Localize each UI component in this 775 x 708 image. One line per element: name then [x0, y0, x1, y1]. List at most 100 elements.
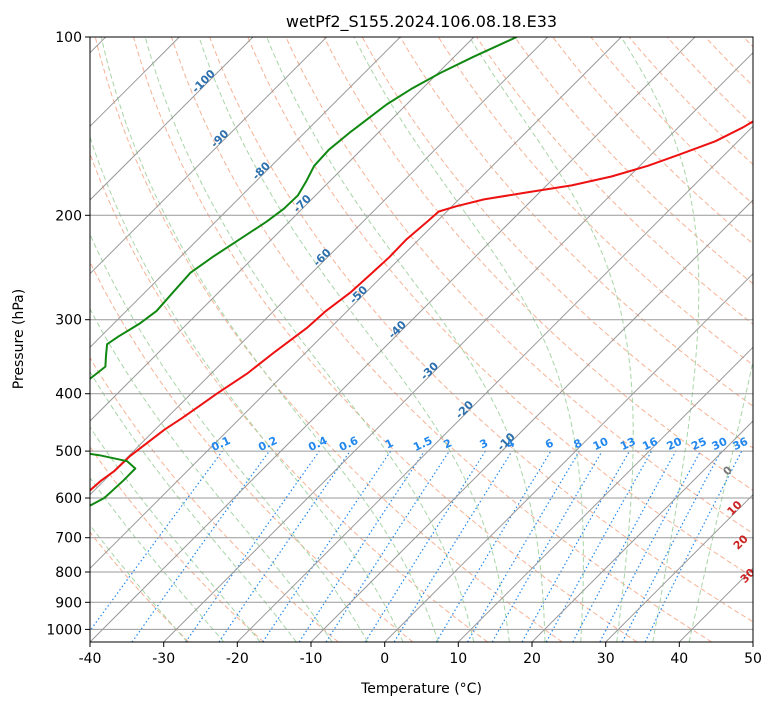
- isotherm-gridline: [163, 51, 753, 642]
- x-tick-label: -40: [79, 651, 102, 667]
- isotherm-label: -80: [250, 159, 273, 182]
- y-tick-label: 200: [55, 208, 82, 224]
- isotherm-gridline: [90, 37, 401, 349]
- mixing-ratio-label: 36: [731, 435, 751, 453]
- mixing-ratio-line: [644, 450, 743, 642]
- dry-adiabat: [285, 37, 753, 535]
- dry-adiabat: [90, 531, 190, 642]
- moist-adiabat: [90, 308, 333, 642]
- dry-adiabat: [361, 37, 753, 449]
- mixing-ratio-label: 10: [591, 435, 611, 453]
- x-tick-label: 10: [449, 651, 467, 667]
- dry-adiabat: [743, 37, 753, 48]
- dry-adiabat: [90, 356, 339, 642]
- dewpoint-profile-line: [90, 37, 518, 507]
- dry-adiabat: [171, 37, 712, 642]
- x-tick-label: 40: [670, 651, 688, 667]
- x-tick-label: 20: [523, 651, 541, 667]
- mixing-ratio-label: 16: [640, 435, 660, 453]
- axis-ticks: -40 -30 -20 -10 0 10 20 30 40 5010020030040050060…: [46, 30, 762, 667]
- isotherm-gridline: [90, 37, 549, 496]
- mixing-ratio-line: [90, 450, 223, 632]
- mixing-ratio-label: 2: [442, 436, 454, 451]
- moist-adiabat: [469, 37, 634, 642]
- isotherm-label: -90: [208, 127, 231, 150]
- y-tick-label: 300: [55, 313, 82, 329]
- moist-adiabat: [353, 37, 584, 642]
- moist-adiabat: [198, 37, 510, 642]
- mixing-ratio-label: 13: [618, 435, 637, 453]
- isotherm-label: -70: [291, 192, 314, 215]
- dry-adiabat: [666, 37, 753, 126]
- mixing-ratio-line: [185, 450, 320, 642]
- moist-adiabat-label: 40: [761, 587, 775, 607]
- dry-adiabat: [437, 37, 753, 366]
- y-axis-label: Pressure (hPa): [11, 289, 27, 389]
- dry-adiabat: [94, 37, 563, 642]
- dry-adiabat: [399, 37, 753, 407]
- moist-adiabat: [620, 37, 700, 642]
- mixing-ratio-label: 20: [665, 435, 685, 453]
- moist-adiabat: [90, 524, 188, 642]
- mixing-ratio-line: [435, 450, 552, 642]
- y-tick-label: 900: [55, 595, 82, 611]
- isotherm-gridline: [384, 272, 753, 642]
- isotherm-label: -40: [386, 318, 409, 341]
- mixing-ratio-label: 25: [689, 435, 708, 453]
- mixing-ratio-line: [218, 450, 351, 642]
- plot-frame: [89, 36, 754, 643]
- moist-adiabat: [90, 232, 369, 642]
- moist-adiabat-label: 30: [738, 566, 758, 586]
- moist-adiabat: [90, 476, 225, 642]
- temperature-profile-line: [90, 120, 753, 492]
- moist-adiabat-label: 10: [725, 498, 745, 518]
- isotherm-gridline: [605, 493, 753, 642]
- mixing-ratio-line: [572, 450, 677, 642]
- dry-adiabat: [90, 260, 414, 642]
- x-tick-label: 30: [597, 651, 615, 667]
- isotherm-label: -60: [311, 246, 334, 269]
- y-tick-label: 100: [55, 30, 82, 46]
- isotherm-gridline: [310, 199, 753, 642]
- isotherm-label: -50: [347, 283, 370, 306]
- background-lines: [90, 37, 753, 642]
- x-tick-label: 50: [744, 651, 762, 667]
- x-tick-label: 0: [380, 651, 389, 667]
- dry-adiabat: [514, 37, 753, 285]
- moist-adiabat-label: 0: [720, 463, 735, 478]
- isotherm-gridline: [236, 125, 753, 642]
- isotherm-gridline: [90, 37, 254, 201]
- dry-adiabat: [90, 446, 264, 642]
- dry-adiabat: [590, 37, 753, 205]
- isotherm-gridline: [678, 567, 753, 642]
- isotherm-label: -100: [189, 67, 218, 96]
- mixing-ratio-label: 3: [478, 436, 490, 451]
- y-tick-label: 1000: [46, 622, 82, 638]
- dry-adiabat: [476, 37, 753, 325]
- mixing-ratio-line: [262, 450, 392, 642]
- mixing-ratio-line: [325, 450, 450, 642]
- moist-adiabat-label: 20: [731, 532, 751, 552]
- y-tick-label: 500: [55, 444, 82, 460]
- mixing-ratio-label: 1: [383, 436, 395, 451]
- dry-adiabat: [90, 152, 488, 642]
- isotherm-gridline: [90, 37, 622, 570]
- inline-labels: 0.1 0.2 0.4 0.6 1 1.5 2 3 4 6 8 10 13 16 20 25 30 36-100-…: [189, 67, 775, 607]
- x-axis-label: Temperature (°C): [360, 681, 482, 697]
- mixing-ratio-line: [298, 450, 425, 642]
- isotherm-gridline: [90, 37, 328, 275]
- y-tick-label: 800: [55, 565, 82, 581]
- isotherm-gridline: [90, 37, 696, 642]
- chart-title: wetPf2_S155.2024.106.08.18.E33: [286, 12, 557, 32]
- moist-adiabat: [266, 37, 546, 642]
- dry-adiabat: [247, 37, 753, 578]
- isotherm-gridline: [90, 37, 475, 422]
- x-tick-label: -20: [226, 651, 249, 667]
- y-tick-label: 700: [55, 531, 82, 547]
- moist-adiabat: [688, 358, 753, 642]
- dry-adiabat: [209, 37, 753, 623]
- isotherm-gridline: [752, 641, 753, 642]
- mixing-ratio-line: [393, 450, 513, 642]
- dry-adiabat: [323, 37, 753, 491]
